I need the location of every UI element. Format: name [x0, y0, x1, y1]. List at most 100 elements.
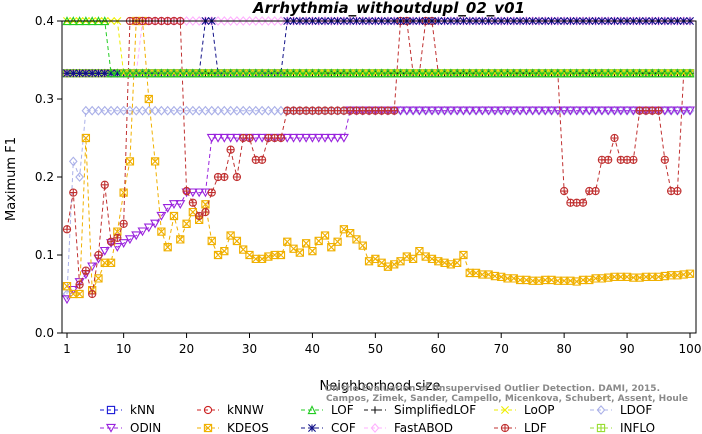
data-point-odin: [301, 133, 312, 143]
data-point-fastabod: [540, 16, 550, 26]
data-point-lof: [465, 68, 475, 78]
data-point-fastabod: [647, 16, 657, 26]
data-point-lof: [509, 68, 519, 78]
data-point-lof: [616, 68, 626, 78]
data-point-odin: [319, 133, 331, 143]
data-point-lof: [207, 68, 217, 78]
plot-frame: [61, 20, 697, 334]
data-point-kdeos: [75, 289, 84, 299]
data-point-odin: [206, 133, 217, 143]
data-point-odin: [596, 106, 607, 116]
data-point-fastabod: [610, 16, 619, 26]
data-point-lof: [440, 68, 450, 78]
data-point-ldof: [68, 156, 78, 167]
data-point-odin: [288, 133, 299, 143]
data-point-lof: [635, 68, 645, 78]
watermark-line-2: On the Evaluation of Unsupervised Outlie…: [325, 384, 660, 394]
y-tick-label: 0.1: [35, 248, 54, 262]
data-point-cof: [113, 69, 122, 78]
data-point-lof: [326, 68, 336, 78]
data-point-cof: [100, 69, 109, 78]
y-axis: 0.0 0.1 0.2 0.3 0.4: [35, 14, 62, 340]
data-point-fastabod: [629, 16, 638, 26]
data-point-kdeos: [358, 241, 367, 250]
data-point-fastabod: [515, 16, 525, 26]
data-point-lof: [584, 68, 594, 78]
data-point-fastabod: [679, 16, 689, 26]
y-axis-title: Maximum F1: [4, 137, 19, 221]
data-point-kdeos: [113, 227, 122, 236]
data-point-fastabod: [352, 16, 361, 26]
x-tick-label: 10: [116, 342, 131, 356]
data-point-lof: [301, 68, 311, 78]
data-point-lof: [144, 68, 154, 78]
x-tick-label: 90: [619, 342, 634, 356]
chart-title: Arrhythmia_withoutdupl_02_v01: [252, 0, 525, 17]
data-point-ldof: [226, 105, 235, 116]
data-point-ldf: [75, 280, 84, 289]
data-point-kdeos: [308, 246, 317, 256]
data-point-lof: [496, 68, 506, 78]
data-point-ldf: [69, 188, 78, 197]
data-point-ldof: [182, 105, 191, 116]
data-point-lof: [339, 68, 349, 78]
data-point-lof: [528, 68, 538, 78]
y-tick-label: 0.0: [35, 326, 54, 340]
data-point-fastabod: [345, 16, 355, 26]
data-point-fastabod: [666, 16, 676, 26]
data-point-kdeos: [283, 237, 292, 246]
data-point-lof: [490, 68, 500, 78]
data-point-odin: [294, 133, 305, 143]
data-point-fastabod: [232, 16, 242, 26]
data-point-ldf: [257, 155, 267, 164]
data-point-ldf: [62, 225, 72, 234]
series-loop: [63, 17, 694, 78]
series-line-cof: [67, 20, 690, 74]
legend-item-ldof: LDOF: [590, 403, 652, 417]
data-point-odin: [338, 133, 349, 143]
legend: kNN kNNW LOF SimplifiedLOF LoOP LDOF ODIN KDEOS…: [100, 403, 655, 434]
data-point-ldof: [251, 105, 261, 116]
data-point-ldof: [113, 105, 122, 116]
data-point-odin: [137, 227, 148, 237]
data-point-fastabod: [201, 16, 210, 26]
data-point-fastabod: [591, 16, 600, 26]
data-point-ldf: [88, 289, 97, 299]
data-point-ldof: [87, 105, 97, 116]
watermark-line-1: Campos, Zimek, Sander, Campello, Micenko…: [326, 394, 688, 404]
series-line-odin: [66, 110, 690, 300]
data-point-lof: [452, 68, 462, 78]
data-point-odin: [200, 188, 211, 198]
data-point-fastabod: [257, 16, 267, 26]
data-point-lof: [125, 68, 135, 78]
data-point-ldf: [106, 237, 116, 246]
data-point-odin: [162, 204, 173, 213]
data-point-ldof: [150, 105, 160, 116]
data-point-ldf: [390, 106, 399, 115]
legend-label-inflo: INFLO: [620, 421, 655, 434]
data-point-fastabod: [188, 16, 198, 26]
data-point-odin: [112, 243, 123, 252]
data-point-ldf: [81, 266, 91, 275]
data-point-odin: [496, 106, 507, 116]
series-ldf: [62, 16, 688, 299]
series-fastabod: [62, 16, 695, 79]
data-point-kdeos: [163, 243, 172, 252]
data-point-odin: [99, 246, 110, 256]
data-point-odin: [118, 239, 129, 249]
data-point-lof: [458, 68, 468, 78]
data-point-kdeos: [125, 157, 135, 166]
data-point-odin: [458, 106, 469, 116]
data-point-lof: [433, 68, 443, 78]
legend-label-lof: LOF: [331, 403, 354, 417]
legend-label-knnw: kNNW: [227, 403, 264, 417]
data-point-lof: [119, 68, 129, 78]
data-point-fastabod: [452, 16, 462, 26]
data-point-fastabod: [641, 16, 651, 26]
data-point-odin: [445, 106, 456, 116]
data-point-ldof: [125, 105, 135, 116]
data-point-lof: [503, 68, 512, 78]
data-point-ldf: [654, 106, 663, 115]
data-point-ldof: [157, 105, 166, 116]
data-point-ldof: [207, 105, 217, 116]
